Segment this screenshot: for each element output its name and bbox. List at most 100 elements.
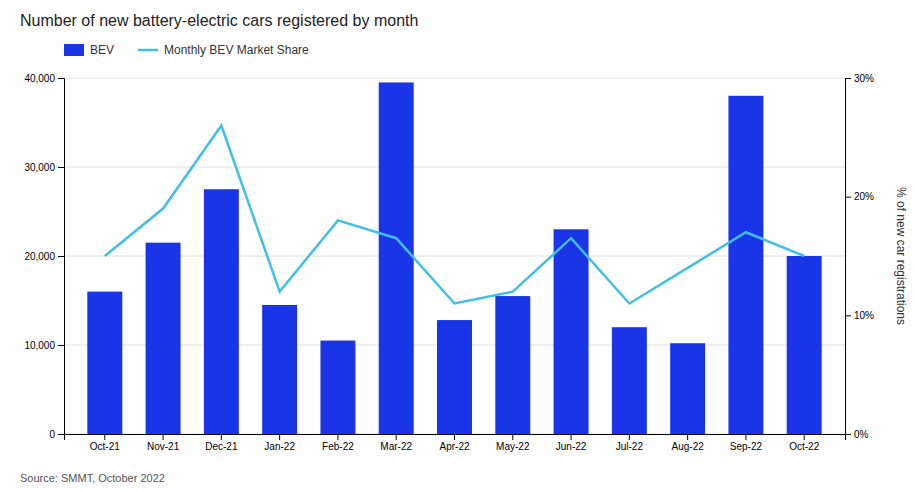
y2-axis: 0% 10% 20% 30% <box>845 73 874 440</box>
tick: Aug-22 <box>672 434 705 452</box>
tick-label: 20% <box>854 191 874 202</box>
tick: 20% <box>845 191 874 202</box>
tick: May-22 <box>496 434 530 452</box>
legend: BEV Monthly BEV Market Share <box>64 43 309 57</box>
marks <box>87 82 821 434</box>
chart-container: Number of new battery-electric cars regi… <box>0 0 915 492</box>
tick-mark <box>512 434 513 440</box>
bar <box>320 341 355 434</box>
tick: Oct-22 <box>789 434 819 452</box>
tick-label: Jun-22 <box>556 441 587 452</box>
tick-mark <box>58 167 64 168</box>
tick-label: Mar-22 <box>380 441 412 452</box>
tick-mark <box>745 434 746 440</box>
tick-mark <box>845 197 851 198</box>
tick: 40,000 <box>24 73 64 84</box>
line <box>105 125 804 303</box>
tick-label: 0 <box>49 429 55 440</box>
tick-mark <box>804 434 805 440</box>
tick: Jan-22 <box>264 434 295 452</box>
y2-axis-title: % of new car registrations <box>894 187 908 325</box>
legend-swatch <box>64 44 84 56</box>
tick-label: 30,000 <box>24 162 55 173</box>
grid-line <box>64 78 845 79</box>
tick-mark <box>58 256 64 257</box>
tick-label: 10% <box>854 310 874 321</box>
tick-label: Oct-22 <box>789 441 819 452</box>
tick: Mar-22 <box>380 434 412 452</box>
tick: Dec-21 <box>205 434 238 452</box>
tick-mark <box>571 434 572 440</box>
tick-label: 10,000 <box>24 340 55 351</box>
legend-item: Monthly BEV Market Share <box>138 43 309 57</box>
tick-mark <box>58 78 64 79</box>
tick-mark <box>629 434 630 440</box>
tick-label: Jul-22 <box>616 441 644 452</box>
bar <box>379 82 414 434</box>
tick: 0% <box>845 429 869 440</box>
tick: Jun-22 <box>556 434 587 452</box>
tick-label: Nov-21 <box>147 441 180 452</box>
legend-label: Monthly BEV Market Share <box>164 43 309 57</box>
tick: 30,000 <box>24 162 64 173</box>
tick-mark <box>687 434 688 440</box>
tick: Feb-22 <box>322 434 354 452</box>
bar <box>437 320 472 434</box>
tick-mark <box>845 315 851 316</box>
tick-mark <box>454 434 455 440</box>
tick: Sep-22 <box>730 434 763 452</box>
tick: 0 <box>49 429 64 440</box>
tick: 20,000 <box>24 251 64 262</box>
tick-label: Sep-22 <box>730 441 763 452</box>
tick-label: Feb-22 <box>322 441 354 452</box>
tick-label: 30% <box>854 73 874 84</box>
legend-label: BEV <box>90 43 114 57</box>
annotation: Source: SMMT, October 2022 <box>20 472 165 484</box>
bar <box>612 327 647 434</box>
bar <box>204 189 239 434</box>
bar <box>87 292 122 434</box>
tick: Nov-21 <box>147 434 180 452</box>
tick-mark <box>279 434 280 440</box>
tick: Apr-22 <box>439 434 469 452</box>
grid <box>64 78 845 434</box>
tick-label: Oct-21 <box>90 441 120 452</box>
tick-mark <box>58 434 64 435</box>
tick-mark <box>163 434 164 440</box>
tick-mark <box>337 434 338 440</box>
x-axis: Oct-21 Nov-21 Dec-21 Jan-22 Feb-22 Mar-22 Apr-… <box>65 434 846 452</box>
tick: 10% <box>845 310 874 321</box>
plot: 0 10,000 20,000 30,000 40,000 0% 10% 20% 30% Oct-… <box>24 73 874 452</box>
title: Number of new battery-electric cars regi… <box>20 12 418 29</box>
tick: Oct-21 <box>90 434 120 452</box>
tick-label: Aug-22 <box>672 441 705 452</box>
tick-label: 40,000 <box>24 73 55 84</box>
bar-series <box>87 82 821 434</box>
tick-mark <box>104 434 105 440</box>
tick-label: May-22 <box>496 441 530 452</box>
grid-line <box>64 167 845 168</box>
bar <box>787 256 822 434</box>
tick: Jul-22 <box>616 434 644 452</box>
tick-label: Apr-22 <box>439 441 469 452</box>
tick: 10,000 <box>24 340 64 351</box>
tick-label: Dec-21 <box>205 441 238 452</box>
tick-mark <box>221 434 222 440</box>
axis-line <box>58 79 65 435</box>
tick: 30% <box>845 73 874 84</box>
tick-label: 20,000 <box>24 251 55 262</box>
bar <box>262 305 297 434</box>
bar <box>554 229 589 434</box>
tick-mark <box>58 345 64 346</box>
axis-line <box>65 435 846 441</box>
bar <box>146 243 181 434</box>
bar <box>728 96 763 434</box>
y-axis: 0 10,000 20,000 30,000 40,000 <box>24 73 64 440</box>
tick-label: 0% <box>854 429 869 440</box>
chart-svg: Number of new battery-electric cars regi… <box>0 0 915 492</box>
legend-swatch <box>138 49 158 52</box>
tick-label: Jan-22 <box>264 441 295 452</box>
bar <box>495 296 530 434</box>
grid-line <box>64 256 845 257</box>
bar <box>670 343 705 434</box>
